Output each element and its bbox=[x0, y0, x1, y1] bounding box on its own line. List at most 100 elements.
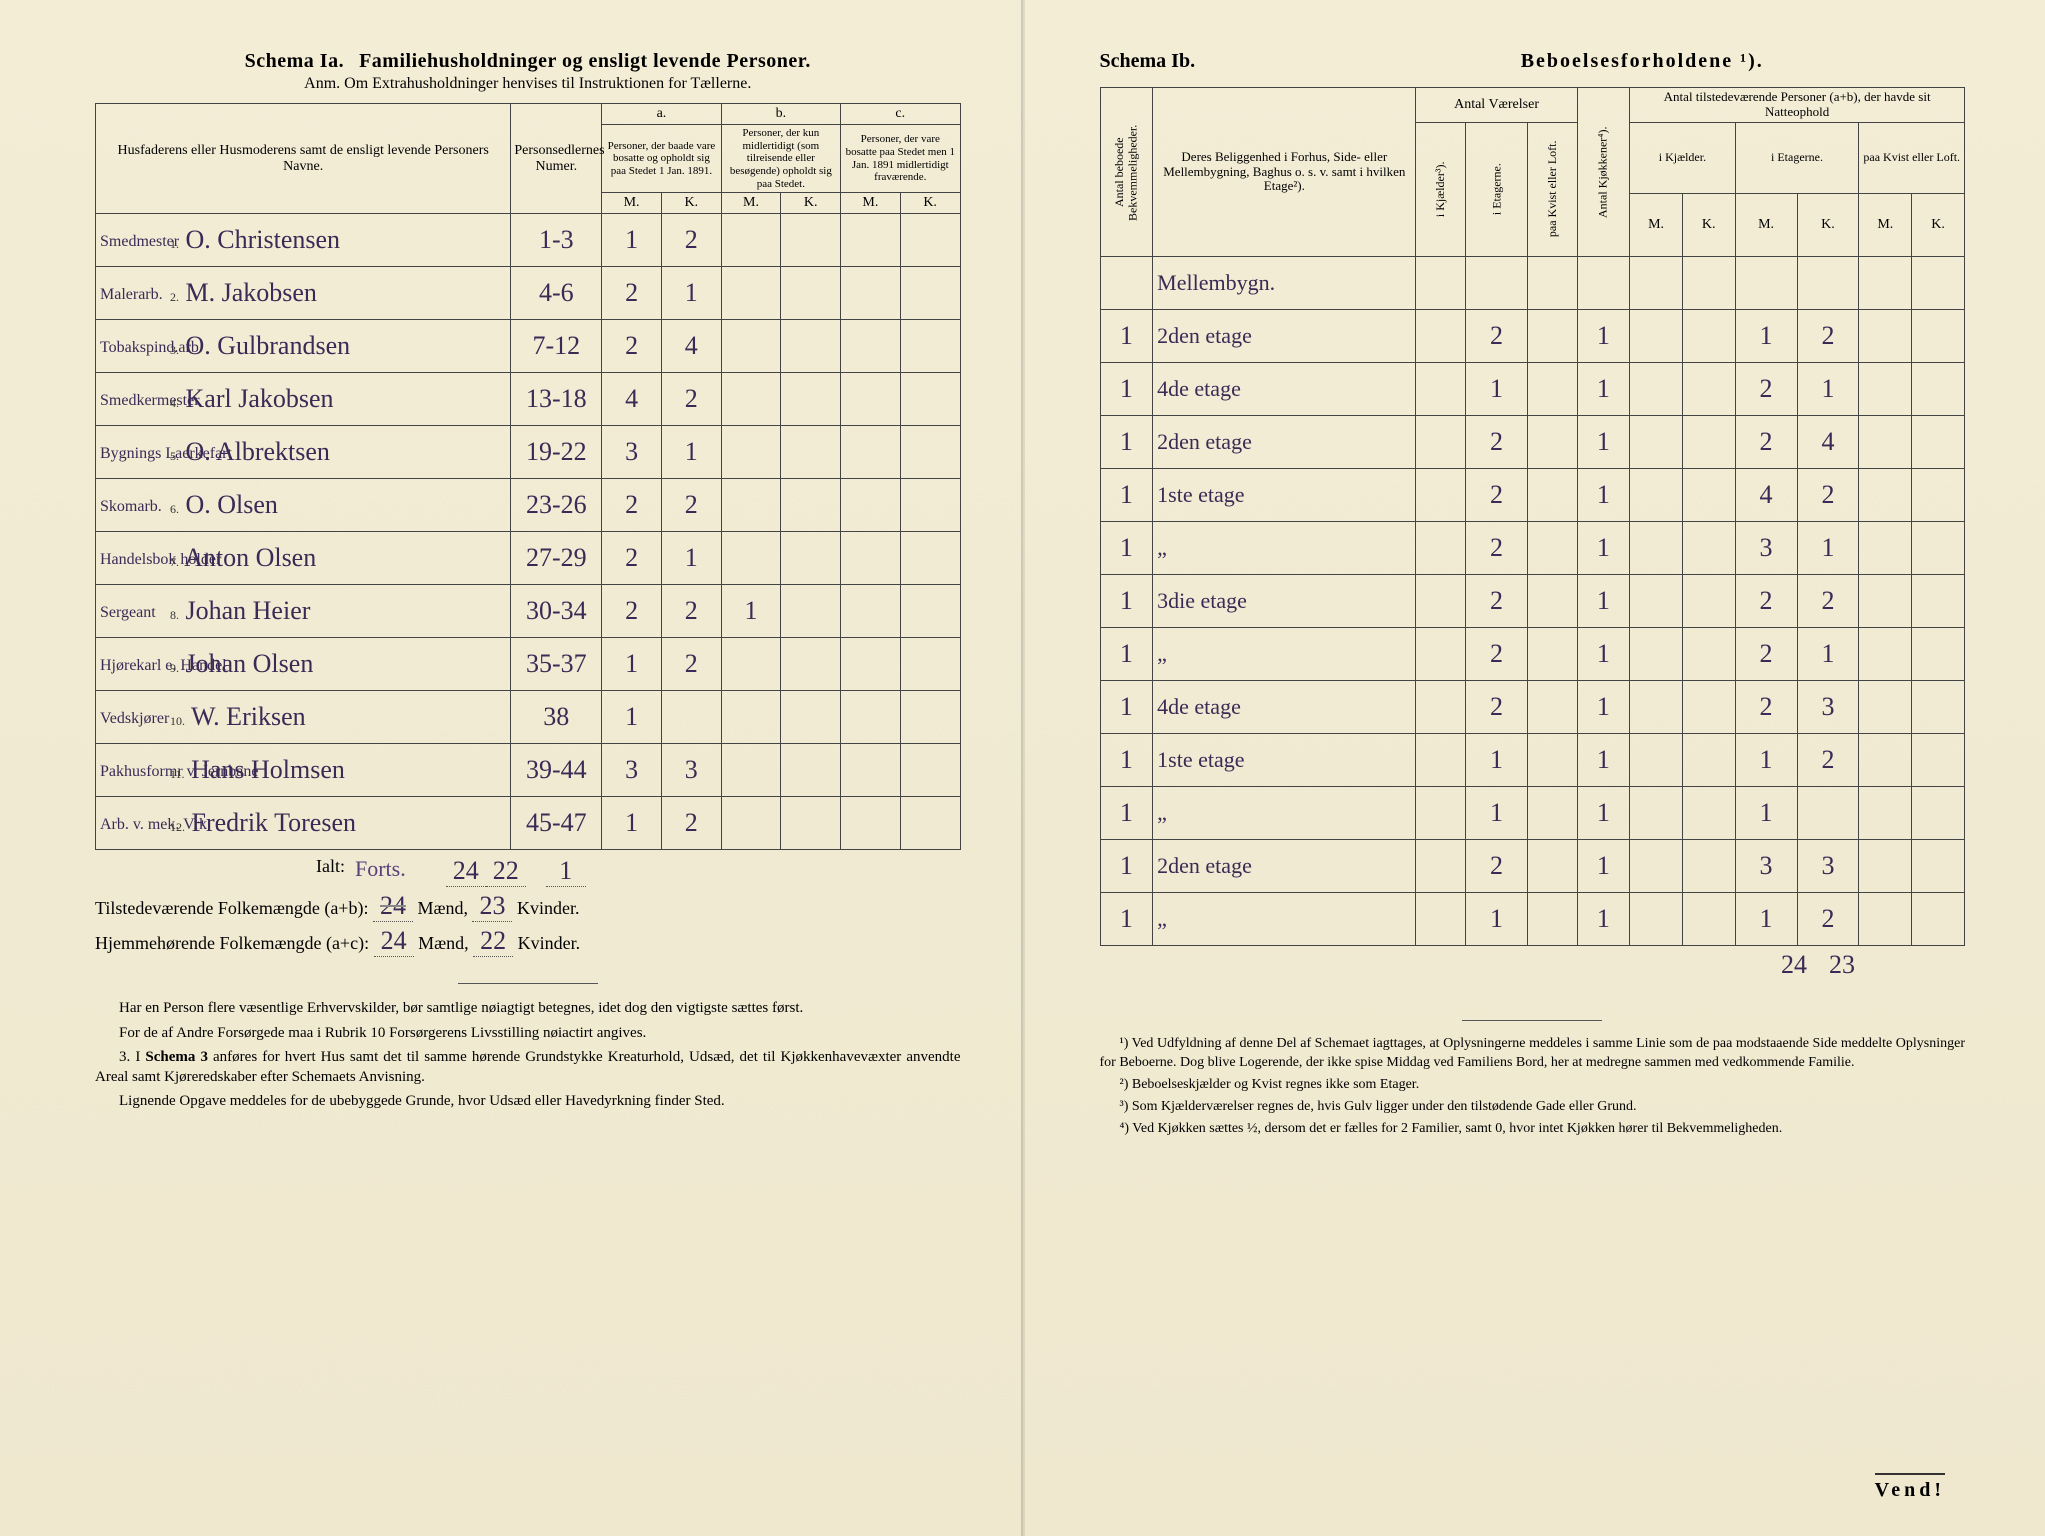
tot-ab-label: Tilstedeværende Folkemængde (a+b): bbox=[95, 898, 368, 918]
cell-nklm bbox=[1859, 416, 1912, 469]
cell-cm bbox=[841, 479, 901, 532]
foot3: 3. I Schema 3 anføres for hvert Hus samt… bbox=[95, 1047, 961, 1088]
cell-cm bbox=[841, 532, 901, 585]
cell-cm bbox=[841, 267, 901, 320]
cell-netk: 3 bbox=[1797, 840, 1859, 893]
cell-kl bbox=[1528, 469, 1578, 522]
totals-block: Ialt: Forts. 24 22 1 Tilstedeværende Fol… bbox=[95, 856, 961, 957]
cell-ck bbox=[900, 638, 960, 691]
col-n-et: i Etagerne. bbox=[1735, 122, 1859, 193]
cell-kl bbox=[1528, 416, 1578, 469]
fn3: ³) Som Kjælderværelser regnes de, hvis G… bbox=[1100, 1098, 1966, 1117]
cell-nklk bbox=[1912, 840, 1965, 893]
cell-netm: 1 bbox=[1735, 787, 1797, 840]
fn4: ⁴) Ved Kjøkken sættes ½, dersom det er f… bbox=[1100, 1120, 1966, 1139]
cell-bk bbox=[781, 426, 841, 479]
col-belig: Deres Beliggenhed i Forhus, Side- eller … bbox=[1153, 88, 1416, 257]
cell-netm: 3 bbox=[1735, 522, 1797, 575]
group-b: b. bbox=[721, 104, 840, 125]
foot1: Har en Person flere væsentlige Erhvervsk… bbox=[95, 998, 961, 1018]
cell-nkjk bbox=[1682, 893, 1735, 946]
group-a: a. bbox=[602, 104, 721, 125]
cell-bk bbox=[781, 373, 841, 426]
col-kl: paa Kvist eller Loft. bbox=[1528, 122, 1578, 256]
cell-bm bbox=[721, 426, 781, 479]
tot-ac-k: 22 bbox=[473, 926, 513, 957]
table-row: 11ste etage2142 bbox=[1100, 469, 1965, 522]
cell-ak: 2 bbox=[661, 585, 721, 638]
cell-etg: 1 bbox=[1466, 787, 1528, 840]
cell-kl bbox=[1528, 522, 1578, 575]
cell-ak: 2 bbox=[661, 373, 721, 426]
fn2: ²) Beboelseskjælder og Kvist regnes ikke… bbox=[1100, 1076, 1966, 1095]
cell-nkjm bbox=[1630, 787, 1683, 840]
col-c-text: Personer, der vare bosatte paa Stedet me… bbox=[841, 125, 960, 193]
cell-nkjm bbox=[1630, 363, 1683, 416]
fn1: ¹) Ved Udfyldning af denne Del af Schema… bbox=[1100, 1035, 1966, 1073]
cell-kj bbox=[1416, 681, 1466, 734]
cell-ak bbox=[661, 691, 721, 744]
cell-kj bbox=[1416, 416, 1466, 469]
cell-ck bbox=[900, 214, 960, 267]
cell-cm bbox=[841, 585, 901, 638]
table-row: Smedmester1. O. Christensen1-312 bbox=[96, 214, 961, 267]
cell-kk: 1 bbox=[1577, 522, 1630, 575]
sedler-cell: 39-44 bbox=[511, 744, 602, 797]
left-page: Schema Ia. Familiehusholdninger og ensli… bbox=[0, 0, 1023, 1536]
cell-ck bbox=[900, 585, 960, 638]
cell-nklk bbox=[1912, 734, 1965, 787]
name-cell: Bygnings Laerkefart5. O. Albrektsen bbox=[96, 426, 511, 479]
cell-bk bbox=[781, 797, 841, 850]
mellembygn-row: Mellembygn. bbox=[1100, 257, 1965, 310]
cell-kk: 1 bbox=[1577, 575, 1630, 628]
cell-kl bbox=[1528, 628, 1578, 681]
cell-nklk bbox=[1912, 363, 1965, 416]
cell-ak: 3 bbox=[661, 744, 721, 797]
cell-nkjk bbox=[1682, 840, 1735, 893]
tot-ab-k: 23 bbox=[472, 891, 512, 922]
cell-netm: 3 bbox=[1735, 840, 1797, 893]
cell-netk: 4 bbox=[1797, 416, 1859, 469]
cell-netk: 2 bbox=[1797, 310, 1859, 363]
document-spread: Schema Ia. Familiehusholdninger og ensli… bbox=[0, 0, 2045, 1536]
cell-nklm bbox=[1859, 840, 1912, 893]
col-kj: i Kjælder³). bbox=[1416, 122, 1466, 256]
cell-am: 1 bbox=[602, 691, 662, 744]
sedler-cell: 13-18 bbox=[511, 373, 602, 426]
name-cell: Smedkermester4. Karl Jakobsen bbox=[96, 373, 511, 426]
table-row: 12den etage2133 bbox=[1100, 840, 1965, 893]
cell-etg: 2 bbox=[1466, 310, 1528, 363]
cell-am: 3 bbox=[602, 426, 662, 479]
group-c: c. bbox=[841, 104, 960, 125]
cell-ck bbox=[900, 797, 960, 850]
cell-cm bbox=[841, 373, 901, 426]
sedler-cell: 30-34 bbox=[511, 585, 602, 638]
cell-bk bbox=[781, 267, 841, 320]
cell-bm bbox=[721, 797, 781, 850]
cell-nklk bbox=[1912, 628, 1965, 681]
cell-et: 2den etage bbox=[1153, 310, 1416, 363]
cell-kk: 1 bbox=[1577, 840, 1630, 893]
cell-ck bbox=[900, 744, 960, 797]
cell-kj bbox=[1416, 469, 1466, 522]
sum-k: 23 bbox=[1829, 950, 1855, 979]
cell-kk: 1 bbox=[1577, 787, 1630, 840]
left-footer-text: Har en Person flere væsentlige Erhvervsk… bbox=[95, 983, 961, 1111]
cell-nkjm bbox=[1630, 469, 1683, 522]
name-cell: Smedmester1. O. Christensen bbox=[96, 214, 511, 267]
cell-am: 1 bbox=[602, 797, 662, 850]
col-n-kl: paa Kvist eller Loft. bbox=[1859, 122, 1965, 193]
table-row: Sergeant8. Johan Heier30-34221 bbox=[96, 585, 961, 638]
ialt-label: Ialt: bbox=[95, 856, 355, 887]
col-b-text: Personer, der kun midlertidigt (som tilr… bbox=[721, 125, 840, 193]
tot-ab-m-old: 24 bbox=[373, 891, 413, 922]
cell-ck bbox=[900, 373, 960, 426]
cell-netk: 2 bbox=[1797, 575, 1859, 628]
cell-etg: 2 bbox=[1466, 840, 1528, 893]
cell-bm bbox=[721, 214, 781, 267]
cell-netm: 1 bbox=[1735, 310, 1797, 363]
mk-m: M. bbox=[841, 193, 901, 214]
cell-nkjk bbox=[1682, 522, 1735, 575]
cell-kj bbox=[1416, 734, 1466, 787]
cell-nkjm bbox=[1630, 734, 1683, 787]
